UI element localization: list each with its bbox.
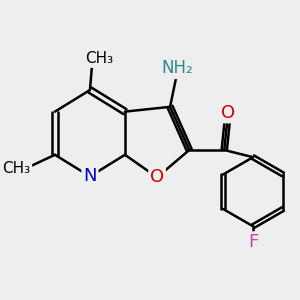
Text: NH₂: NH₂ [161, 59, 193, 77]
Text: N: N [83, 167, 97, 185]
Text: O: O [150, 168, 164, 186]
Text: F: F [248, 233, 258, 251]
Text: CH₃: CH₃ [2, 161, 31, 176]
Text: O: O [221, 103, 235, 122]
Text: CH₃: CH₃ [85, 51, 114, 66]
